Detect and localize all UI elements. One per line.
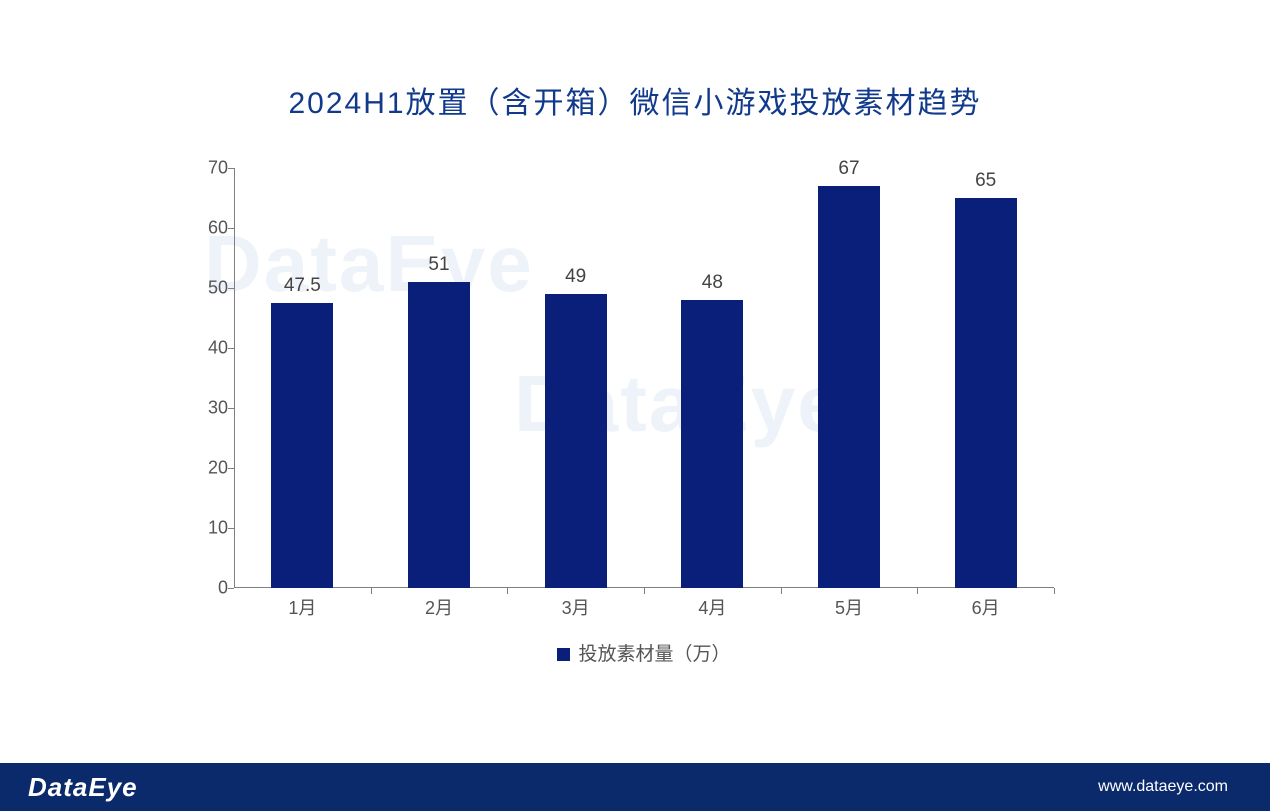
chart-title: 2024H1放置（含开箱）微信小游戏投放素材趋势 [0, 78, 1270, 122]
y-tick-label: 30 [194, 398, 228, 419]
bar-value-label: 47.5 [262, 275, 342, 297]
x-tick-label: 3月 [507, 594, 644, 620]
legend-swatch [557, 648, 570, 661]
chart-legend: 投放素材量（万） [234, 639, 1054, 666]
chart-area: DataEye DataEye 投放素材量（万） 010203040506070… [194, 168, 1074, 628]
y-tick-label: 70 [194, 158, 228, 179]
y-tick-label: 20 [194, 458, 228, 479]
x-tick-label: 6月 [917, 594, 1054, 620]
x-tick-label: 5月 [781, 594, 918, 620]
y-tick-mark [228, 468, 234, 469]
chart-bar [818, 186, 880, 588]
bar-value-label: 67 [809, 158, 889, 180]
chart-bar [955, 198, 1017, 588]
footer-url: www.dataeye.com [1098, 778, 1228, 796]
bar-value-label: 48 [672, 272, 752, 294]
y-tick-mark [228, 168, 234, 169]
y-tick-mark [228, 228, 234, 229]
y-tick-label: 50 [194, 278, 228, 299]
chart-bar [271, 303, 333, 588]
y-tick-label: 10 [194, 518, 228, 539]
bar-value-label: 65 [946, 170, 1026, 192]
chart-bar [681, 300, 743, 588]
y-tick-label: 40 [194, 338, 228, 359]
y-axis-line [234, 168, 235, 588]
footer-logo: DataEye [28, 772, 138, 803]
bar-value-label: 51 [399, 254, 479, 276]
footer-bar: DataEye www.dataeye.com [0, 763, 1270, 811]
y-tick-label: 60 [194, 218, 228, 239]
x-tick-label: 4月 [644, 594, 781, 620]
chart-plot: 投放素材量（万） 0102030405060701月47.52月513月494月… [234, 168, 1054, 588]
chart-bar [545, 294, 607, 588]
y-tick-mark [228, 288, 234, 289]
legend-label: 投放素材量（万） [578, 644, 730, 665]
y-tick-mark [228, 408, 234, 409]
bar-value-label: 49 [536, 266, 616, 288]
x-tick-label: 1月 [234, 594, 371, 620]
chart-bar [408, 282, 470, 588]
page: 2024H1放置（含开箱）微信小游戏投放素材趋势 DataEye DataEye… [0, 0, 1270, 811]
x-tick-label: 2月 [371, 594, 508, 620]
x-tick-mark [1054, 588, 1055, 594]
y-tick-mark [228, 348, 234, 349]
y-tick-mark [228, 528, 234, 529]
y-tick-label: 0 [194, 578, 228, 599]
y-tick-mark [228, 588, 234, 589]
